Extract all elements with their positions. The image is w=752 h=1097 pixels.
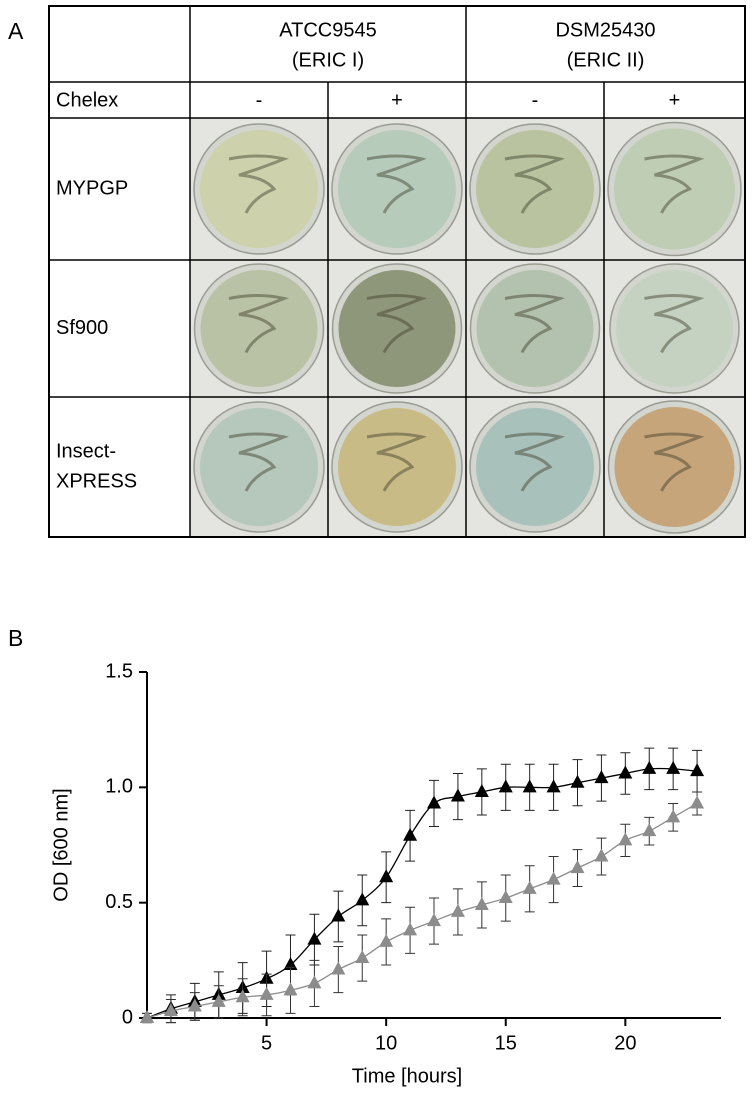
data-point	[307, 931, 322, 945]
data-point	[355, 892, 370, 906]
data-point	[403, 922, 418, 936]
x-tick-label: 10	[375, 1032, 397, 1054]
plate-agar	[614, 128, 735, 250]
data-point	[163, 1003, 178, 1017]
data-point	[403, 827, 418, 841]
panel-label: B	[8, 625, 23, 651]
bacterial-streak	[644, 154, 705, 214]
bacterial-streak	[228, 294, 289, 354]
plate-agar	[476, 130, 594, 248]
y-tick-label: 1.5	[105, 660, 133, 682]
bacterial-streak	[504, 154, 565, 214]
bacterial-streak	[504, 294, 565, 354]
plate-agar	[614, 407, 735, 527]
y-tick-label: 1.0	[105, 776, 133, 798]
x-axis-title: Time [hours]	[352, 1065, 462, 1087]
strain-name: ATCC9545	[279, 19, 376, 41]
table-frame	[48, 5, 746, 538]
data-point	[307, 975, 322, 989]
bacterial-streak	[366, 154, 427, 214]
condition: -	[256, 89, 263, 111]
data-point	[666, 809, 681, 823]
data-point	[259, 986, 274, 1000]
plate-agar	[476, 408, 594, 526]
data-point	[474, 783, 489, 797]
series-line	[146, 767, 698, 1019]
condition: +	[669, 89, 681, 111]
plate-agar	[200, 130, 318, 248]
medium-label: MYPGP	[56, 177, 128, 199]
bacterial-streak	[366, 294, 427, 354]
y-tick-label: 0.5	[105, 891, 133, 913]
data-point	[570, 774, 585, 788]
strain-group: (ERIC I)	[292, 49, 364, 71]
data-point	[427, 913, 441, 927]
bacterial-streak	[228, 154, 289, 214]
data-point	[283, 982, 298, 996]
plate-agar	[338, 408, 456, 526]
data-point	[450, 788, 465, 802]
bacterial-streak	[644, 432, 705, 492]
plate-agar	[200, 408, 318, 526]
data-point	[618, 832, 633, 846]
data-point	[379, 933, 394, 947]
data-point	[666, 760, 681, 774]
data-point	[642, 760, 657, 774]
y-axis-title: OD [600 nm]	[50, 788, 72, 901]
data-point	[450, 903, 465, 917]
plate-agar	[338, 130, 456, 248]
data-point	[331, 961, 346, 975]
data-point	[546, 871, 561, 885]
data-point	[522, 779, 537, 793]
data-point	[331, 908, 346, 922]
plate-agar	[338, 270, 456, 387]
data-point	[594, 848, 609, 862]
data-point	[235, 989, 250, 1003]
plate-agar	[200, 270, 318, 387]
medium-label: Insect-	[56, 440, 116, 462]
data-point	[594, 770, 609, 784]
data-point	[618, 765, 633, 779]
data-point	[690, 795, 705, 809]
data-point	[140, 1010, 154, 1023]
condition: -	[532, 89, 539, 111]
x-tick-label: 15	[495, 1032, 517, 1054]
x-tick-label: 5	[261, 1032, 272, 1054]
data-point	[570, 860, 585, 874]
data-point	[642, 823, 657, 837]
data-point	[546, 779, 561, 793]
data-point	[427, 795, 441, 809]
data-point	[474, 896, 489, 910]
y-tick-label: 0	[122, 1006, 133, 1028]
data-point	[498, 890, 513, 904]
strain-group: (ERIC II)	[567, 49, 645, 71]
condition: +	[391, 89, 403, 111]
plate-agar	[476, 270, 594, 387]
data-point	[355, 950, 370, 964]
data-point	[211, 993, 226, 1007]
x-tick-label: 20	[614, 1032, 636, 1054]
bacterial-streak	[228, 432, 289, 492]
panel-label: A	[8, 18, 24, 44]
data-point	[690, 763, 705, 777]
series-line	[146, 802, 698, 1019]
data-point	[379, 869, 394, 883]
condition-label: Chelex	[56, 89, 118, 111]
data-point	[187, 998, 202, 1012]
bacterial-streak	[644, 294, 705, 354]
data-point	[498, 779, 513, 793]
data-point	[283, 956, 298, 970]
medium-label: Sf900	[56, 317, 108, 339]
bacterial-streak	[504, 432, 565, 492]
medium-label: XPRESS	[56, 470, 137, 492]
data-point	[522, 880, 537, 894]
strain-name: DSM25430	[555, 19, 655, 41]
bacterial-streak	[366, 432, 427, 492]
plate-agar	[616, 270, 733, 387]
